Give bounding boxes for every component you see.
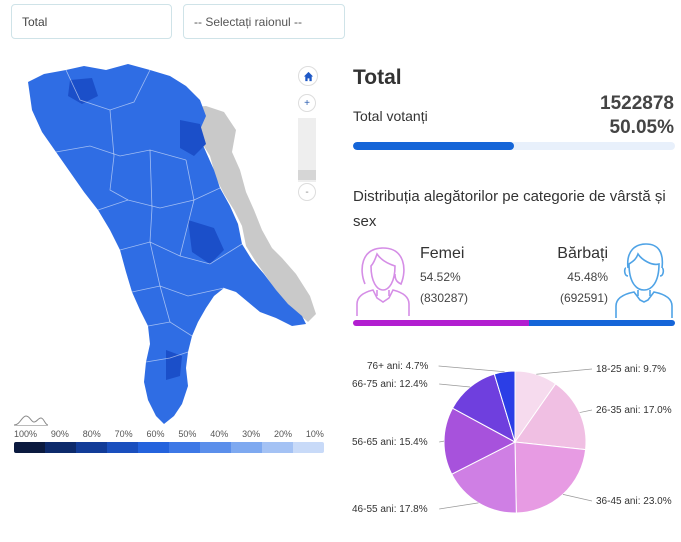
gender-split-bar [353,320,675,326]
pie-slice-26-35-ani[interactable] [514,383,587,451]
legend-swatch [76,442,107,453]
pie-label-connector [439,502,479,510]
pie-slice-56-65-ani[interactable] [443,407,517,475]
legend-label: 40% [210,429,229,439]
gender-split-female [353,320,529,326]
legend-label: 20% [274,429,293,439]
legend-swatch [231,442,262,453]
zoom-slider-thumb[interactable] [298,170,316,180]
page-title: Total [353,66,402,89]
pie-label: 18-25 ani: 9.7% [596,364,666,375]
legend-swatch [14,442,45,453]
zoom-in-button[interactable]: + [298,94,316,112]
map-region-dark-1[interactable] [180,120,206,156]
total-voters-percent: 50.05% [609,117,674,138]
district-borders [55,69,243,363]
pie-label: 76+ ani: 4.7% [367,361,429,372]
pie-label: 26-35 ani: 17.0% [596,405,672,416]
turnout-progress-fill [353,142,515,150]
scope-select-value: Total [22,15,48,29]
zoom-in-label: + [304,97,310,109]
pie-label-connector [439,440,445,443]
legend-color-scale [14,442,324,453]
female-percent: 54.52% [420,270,461,284]
gender-split-male [528,320,675,326]
legend-swatch [138,442,169,453]
legend-swatch [45,442,76,453]
legend-swatch [169,442,200,453]
pie-slice-46-55-ani[interactable] [451,441,517,514]
distribution-title: Distribuția alegătorilor pe categorie de… [353,188,666,230]
zoom-out-button[interactable]: - [298,183,316,201]
legend-label: 70% [114,429,133,439]
legend-swatch [107,442,138,453]
legend-label: 10% [305,429,324,439]
pie-label: 56-65 ani: 15.4% [352,437,428,448]
legend-label: 90% [50,429,69,439]
map-region-dark-4[interactable] [166,350,182,380]
map-region-main[interactable] [28,64,306,424]
total-voters-label: Total votanți [353,108,428,124]
turnout-progress-bar [353,142,675,150]
pie-slice-36-45-ani[interactable] [514,441,587,514]
total-voters-count: 1522878 [600,93,674,114]
legend-label: 30% [242,429,261,439]
male-label: Bărbați [557,245,608,262]
map-region-dark-3[interactable] [68,78,98,104]
female-label: Femei [420,245,465,262]
zoom-out-label: - [305,186,309,198]
pie-label: 46-55 ani: 17.8% [352,504,428,515]
female-avatar-icon [356,247,410,316]
male-avatar-icon [615,243,673,318]
home-icon [303,71,313,81]
legend-swatch [293,442,324,453]
legend-label: 50% [178,429,197,439]
pie-label: 36-45 ani: 23.0% [596,496,672,507]
female-count: (830287) [420,291,469,305]
legend-label: 100% [14,429,38,439]
pie-label-connector [562,494,593,502]
scope-select[interactable]: Total [11,4,172,39]
map-region-dark-2[interactable] [188,220,224,264]
pie-label-connector [438,365,505,373]
male-percent: 45.48% [567,270,608,284]
pie-label-connector [439,383,471,388]
legend-labels: 100% 90% 80% 70% 60% 50% 40% 30% 20% 10% [14,429,324,439]
histogram-wave-icon [14,415,48,426]
age-distribution-pie-chart[interactable]: 18-25 ani: 9.7% 26-35 ani: 17.0% 36-45 ani… [340,352,681,542]
moldova-map[interactable] [10,60,330,430]
map-home-button[interactable] [298,66,318,86]
pie-label: 66-75 ani: 12.4% [352,379,428,390]
pie-label-connector [536,368,593,375]
zoom-slider-track[interactable] [298,118,316,182]
legend-label: 80% [82,429,101,439]
pie-label-connector [579,409,593,413]
male-count: (692591) [559,291,608,305]
raion-select-placeholder: -- Selectați raionul -- [194,15,303,29]
map-region-transnistria[interactable] [186,106,316,322]
legend-label: 60% [146,429,165,439]
legend-swatch [262,442,293,453]
legend-swatch [200,442,231,453]
raion-select[interactable]: -- Selectați raionul -- [183,4,345,39]
